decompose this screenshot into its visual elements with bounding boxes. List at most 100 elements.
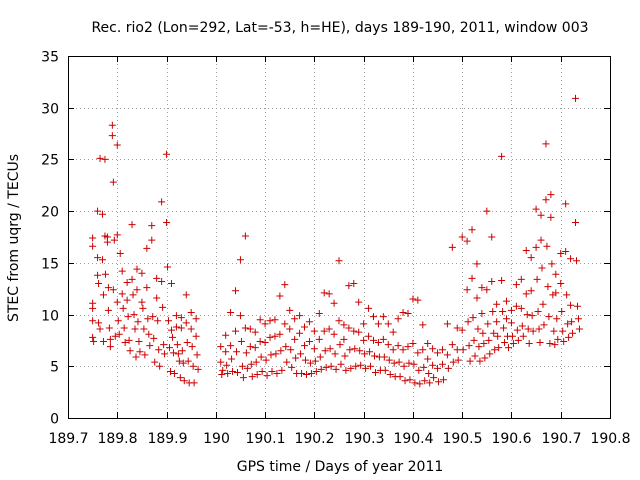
data-point	[562, 247, 570, 255]
x-tick-label: 190.8	[590, 431, 630, 447]
x-tick-labels: 189.7 189.8 189.9 190 190.1 190.2 190.3 190.4 19…	[48, 431, 630, 447]
data-point	[174, 350, 182, 358]
data-point	[94, 207, 102, 215]
data-point	[182, 291, 190, 299]
data-point	[243, 364, 251, 372]
y-tick-label: 15	[41, 257, 59, 273]
data-point	[464, 318, 472, 326]
data-point	[523, 311, 531, 319]
data-point	[345, 324, 353, 332]
data-point	[166, 367, 174, 375]
data-point	[350, 327, 358, 335]
data-point	[409, 340, 417, 348]
data-point	[405, 359, 413, 367]
data-point	[151, 358, 159, 366]
data-point	[192, 315, 200, 323]
data-point	[101, 155, 109, 163]
data-point	[288, 363, 296, 371]
data-point	[190, 379, 198, 387]
data-point	[340, 335, 348, 343]
x-tick-label: 190.4	[393, 431, 433, 447]
data-point	[321, 347, 329, 355]
data-point	[488, 277, 496, 285]
data-point	[103, 233, 111, 241]
data-point	[187, 325, 195, 333]
data-point	[193, 351, 201, 359]
data-point	[494, 332, 502, 340]
data-point	[123, 296, 131, 304]
x-tick-label: 190.7	[541, 431, 581, 447]
data-point	[258, 367, 266, 375]
data-point	[425, 370, 433, 378]
data-point	[419, 346, 427, 354]
data-point	[282, 343, 290, 351]
data-point	[483, 207, 491, 215]
data-point	[219, 366, 227, 374]
data-point	[478, 284, 486, 292]
data-point	[114, 317, 122, 325]
data-point	[340, 321, 348, 329]
data-point	[379, 335, 387, 343]
data-point	[365, 304, 373, 312]
data-point	[118, 290, 126, 298]
data-point	[173, 341, 181, 349]
data-point	[385, 356, 393, 364]
data-point	[261, 338, 269, 346]
data-point	[366, 348, 374, 356]
data-point	[311, 357, 319, 365]
data-point	[170, 370, 178, 378]
data-point	[420, 363, 428, 371]
data-point	[360, 320, 368, 328]
data-point	[572, 257, 580, 265]
data-point	[517, 275, 525, 283]
data-point	[409, 295, 417, 303]
data-point	[429, 345, 437, 353]
data-point	[483, 286, 491, 294]
data-point	[459, 346, 467, 354]
data-point	[453, 324, 461, 332]
data-point	[155, 346, 163, 354]
data-point	[524, 325, 532, 333]
data-point	[470, 336, 478, 344]
data-point	[480, 340, 488, 348]
data-point	[246, 325, 254, 333]
data-point	[232, 287, 240, 295]
data-point	[315, 335, 323, 343]
data-point	[346, 346, 354, 354]
data-point	[296, 312, 304, 320]
data-point	[239, 374, 247, 382]
data-point	[236, 256, 244, 264]
data-point	[552, 289, 560, 297]
data-point	[568, 318, 576, 326]
data-points	[89, 94, 583, 388]
data-point	[518, 322, 526, 330]
data-point	[493, 318, 501, 326]
data-point	[89, 234, 97, 242]
data-point	[113, 298, 121, 306]
data-point	[337, 360, 345, 368]
data-point	[237, 337, 245, 345]
data-point	[302, 371, 310, 379]
data-point	[507, 319, 515, 327]
x-axis-label: GPS time / Days of year 2011	[237, 459, 444, 475]
data-point	[498, 152, 506, 160]
data-point	[222, 331, 230, 339]
data-point	[160, 341, 168, 349]
data-point	[188, 343, 196, 351]
data-point	[554, 335, 562, 343]
data-point	[345, 282, 353, 290]
data-point	[176, 374, 184, 382]
y-tick-label: 5	[50, 360, 59, 376]
data-point	[148, 236, 156, 244]
data-point	[522, 246, 530, 254]
data-point	[538, 264, 546, 272]
data-point	[232, 327, 240, 335]
data-point	[218, 371, 226, 379]
data-point	[154, 317, 162, 325]
data-point	[322, 363, 330, 371]
data-point	[419, 321, 427, 329]
data-point	[168, 333, 176, 341]
data-point	[129, 291, 137, 299]
data-point	[326, 345, 334, 353]
data-point	[539, 300, 547, 308]
